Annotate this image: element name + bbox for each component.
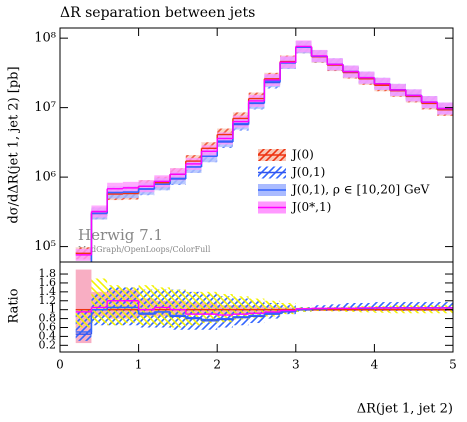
frame <box>59 261 454 353</box>
uncertainty-band <box>138 285 155 326</box>
y-tick-label: 0.2 <box>39 338 57 351</box>
plot-area <box>75 269 453 344</box>
uncertainty-band <box>201 291 218 324</box>
uncertainty-band <box>91 278 108 324</box>
legend-label: J(0*,1) <box>290 200 331 214</box>
generator-sublabel: MadGraph/OpenLoops/ColorFull <box>78 245 211 254</box>
uncertainty-band <box>280 302 296 315</box>
uncertainty-band <box>154 287 171 326</box>
generator-label: Herwig 7.1 <box>78 226 163 244</box>
y-tick-label: 0.8 <box>39 312 57 325</box>
uncertainty-band <box>75 309 92 328</box>
y-tick-label: 10⁸ <box>34 31 56 46</box>
legend-label: J(0,1), ρ ∈ [10,20] GeV <box>290 183 430 197</box>
legend-label: J(0) <box>290 148 314 162</box>
chart-title: ΔR separation between jets <box>60 5 255 21</box>
y-tick-label: 0.6 <box>39 320 57 333</box>
x-tick-label: 2 <box>213 358 221 372</box>
uncertainty-band <box>232 296 249 320</box>
y-axis-label: dσ/dΔR(jet 1, jet 2) [pb] <box>7 66 22 223</box>
y-tick-label: 10⁵ <box>34 239 56 254</box>
y-tick-label: 1 <box>49 303 56 316</box>
uncertainty-band <box>122 287 139 324</box>
x-tick-label: 4 <box>371 358 379 372</box>
ratio-axis-label: Ratio <box>7 288 22 323</box>
x-tick-label: 5 <box>449 358 457 372</box>
y-tick-label: 1.6 <box>39 276 57 289</box>
x-tick-label: 1 <box>135 358 143 372</box>
uncertainty-band <box>170 289 186 328</box>
x-tick-label: 3 <box>292 358 300 372</box>
uncertainty-band <box>107 285 123 326</box>
y-tick-label: 10⁶ <box>34 170 56 185</box>
x-tick-label: 0 <box>56 358 64 372</box>
plot-area <box>75 40 453 262</box>
y-tick-label: 0.4 <box>39 329 57 342</box>
y-tick-label: 1.2 <box>39 294 57 307</box>
y-tick-label: 1.4 <box>39 285 57 298</box>
x-axis-label: ΔR(jet 1, jet 2) <box>357 402 453 417</box>
y-tick-label: 10⁷ <box>34 100 56 115</box>
y-tick-label: 1.8 <box>39 267 57 280</box>
uncertainty-band <box>185 291 202 326</box>
legend-label: J(0,1) <box>290 165 325 179</box>
